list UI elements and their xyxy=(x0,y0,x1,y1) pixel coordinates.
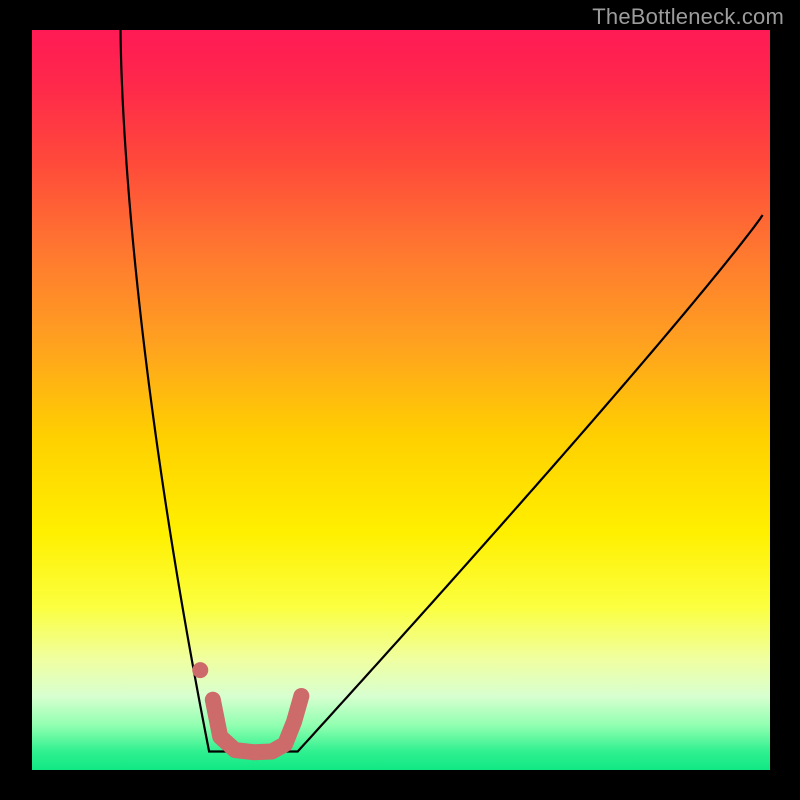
plot-area xyxy=(32,30,770,770)
chart-svg xyxy=(0,0,800,800)
valley-marker-dot xyxy=(192,662,208,678)
chart-stage: TheBottleneck.com xyxy=(0,0,800,800)
